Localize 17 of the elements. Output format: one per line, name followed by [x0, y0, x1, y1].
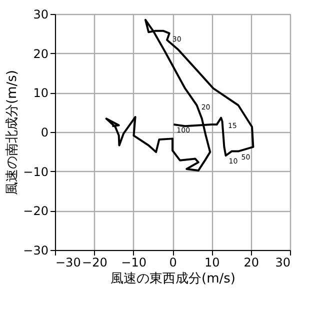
y-axis-title: 風速の南北成分(m/s) — [5, 70, 20, 195]
y-tick-label: −10 — [23, 164, 48, 179]
line-series — [105, 18, 254, 172]
x-axis-title: 風速の東西成分(m/s) — [110, 272, 236, 286]
y-tick-label: 10 — [33, 86, 48, 100]
x-tick-label: 0 — [169, 256, 177, 270]
y-tick-label: 20 — [33, 46, 48, 61]
x-tick-label: −10 — [121, 256, 146, 270]
x-tick-label: −20 — [82, 256, 108, 270]
y-tick-label: −30 — [23, 244, 48, 258]
x-tick-label: 20 — [244, 256, 259, 270]
x-tick-label: −30 — [56, 256, 81, 270]
y-tick-label: −20 — [23, 204, 48, 218]
x-tick-label: 10 — [204, 256, 220, 270]
x-tick-label: 30 — [275, 256, 290, 270]
y-tick-label: 30 — [33, 8, 48, 22]
y-tick-label: 0 — [40, 126, 48, 140]
